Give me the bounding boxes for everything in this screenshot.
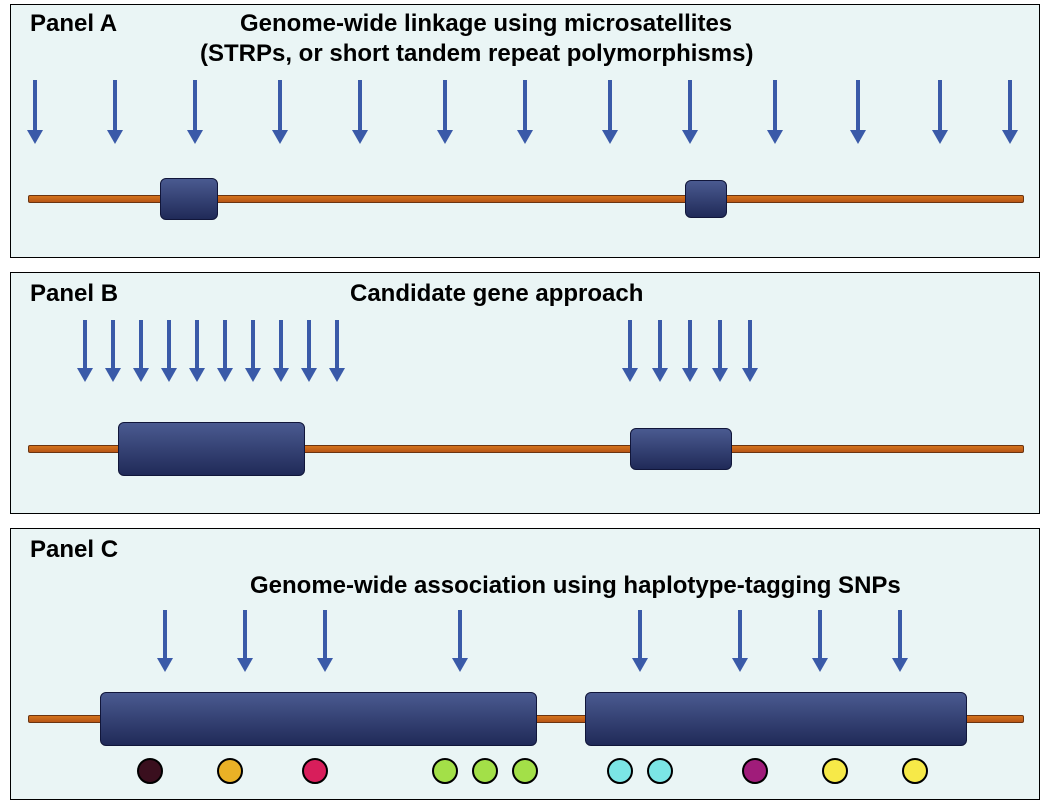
panel-C-snp-2 (302, 758, 328, 784)
panel-B-gene-0 (118, 422, 305, 476)
panel-C-snp-7 (647, 758, 673, 784)
panel-C-gene-0 (100, 692, 537, 746)
panel-C-snp-0 (137, 758, 163, 784)
panel-C-gene-1 (585, 692, 967, 746)
panel-A-gene-1 (685, 180, 727, 218)
panel-B-bg (10, 272, 1040, 514)
panel-A-gene-0 (160, 178, 218, 220)
panel-C-label: Panel C (30, 536, 118, 564)
panel-B-label: Panel B (30, 280, 118, 308)
panel-A-label: Panel A (30, 10, 117, 38)
panel-A-title-0: Genome-wide linkage using microsatellite… (240, 10, 732, 38)
panel-C-title-0: Genome-wide association using haplotype-… (250, 572, 901, 600)
panel-C-snp-5 (512, 758, 538, 784)
panel-C-snp-6 (607, 758, 633, 784)
panel-B-title-0: Candidate gene approach (350, 280, 643, 308)
panel-C-snp-1 (217, 758, 243, 784)
panel-B-gene-1 (630, 428, 732, 470)
panel-C-snp-8 (742, 758, 768, 784)
panel-C-snp-4 (472, 758, 498, 784)
figure-root: Panel A Genome-wide linkage using microsa… (0, 0, 1050, 806)
panel-C-snp-10 (902, 758, 928, 784)
panel-C-snp-9 (822, 758, 848, 784)
panel-C-snp-3 (432, 758, 458, 784)
panel-A-title-1: (STRPs, or short tandem repeat polymorph… (200, 40, 753, 68)
